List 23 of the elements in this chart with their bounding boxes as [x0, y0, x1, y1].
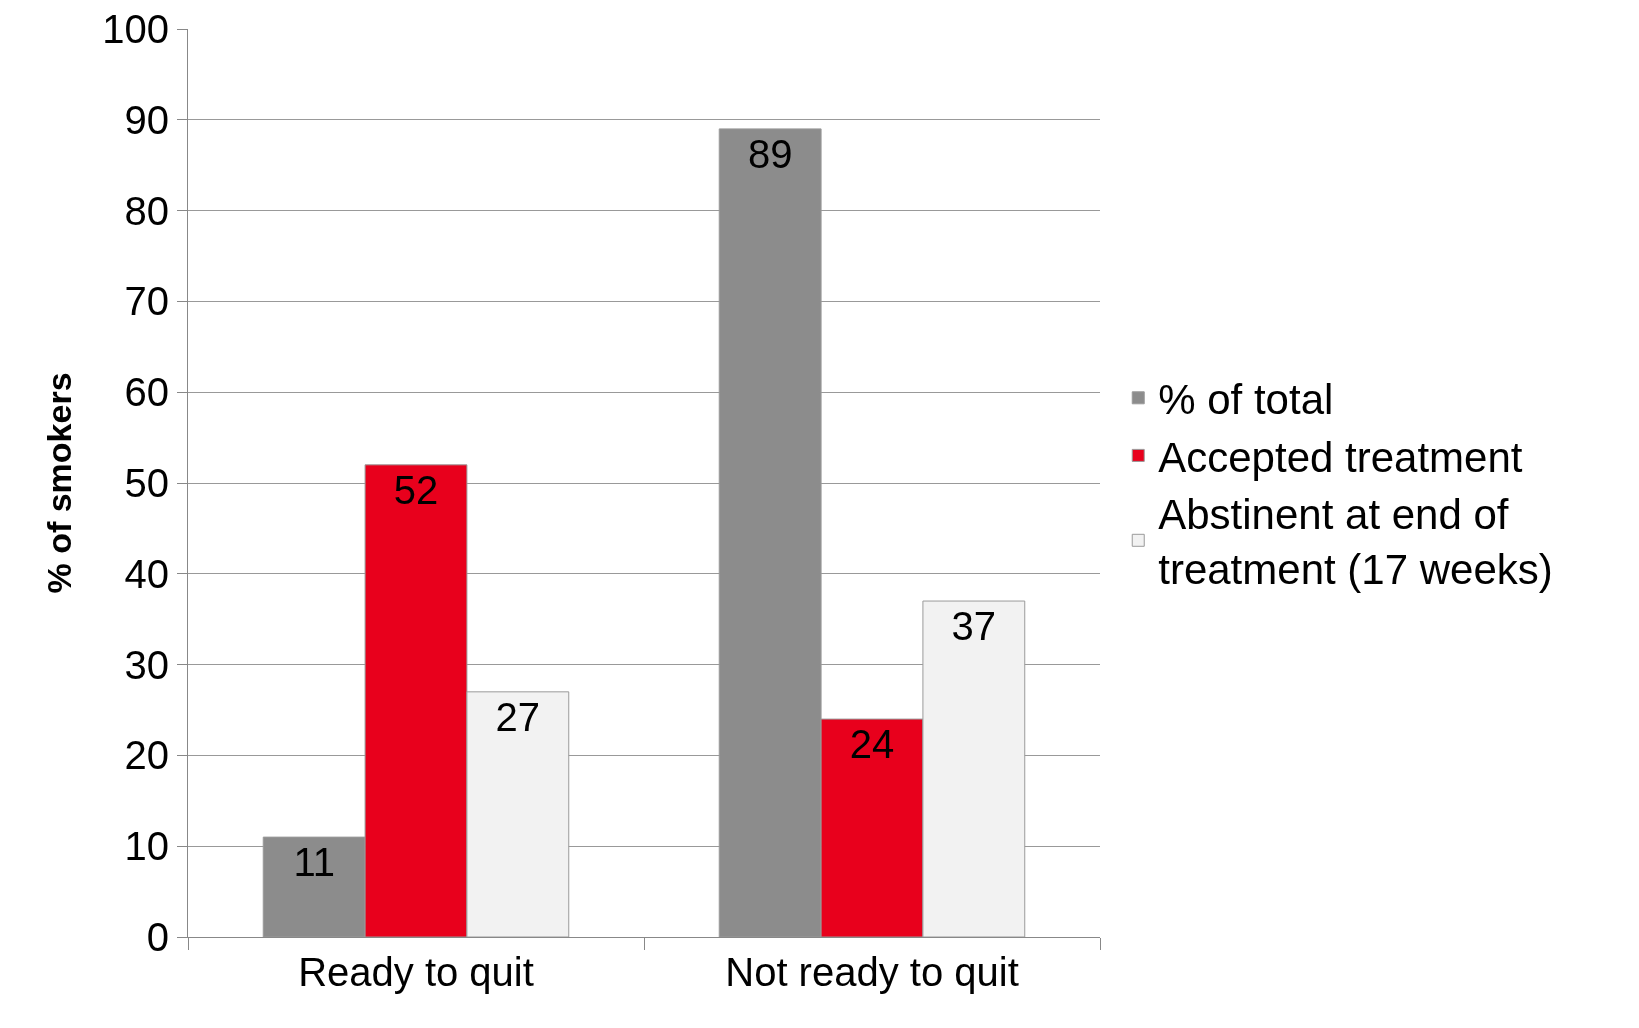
data-label: 27: [495, 694, 541, 739]
x-tick-label: Ready to quit: [298, 950, 534, 994]
data-label: 24: [849, 722, 895, 767]
y-tick-label: 80: [124, 188, 169, 233]
y-tick-label: 20: [124, 733, 169, 778]
y-tick-label: 10: [124, 824, 169, 869]
y-tick-label: 30: [124, 642, 169, 687]
y-tick-label: 0: [146, 915, 169, 959]
y-tick-label: 100: [102, 7, 169, 51]
y-axis-title: % of smokers: [39, 372, 78, 594]
y-tick-label: 40: [124, 551, 169, 596]
y-tick-label: 90: [124, 97, 169, 142]
x-tick-label: Not ready to quit: [725, 950, 1019, 994]
data-label: 11: [293, 840, 335, 885]
legend-label: % of total: [1158, 376, 1334, 424]
legend-label: Accepted treatment: [1158, 433, 1523, 481]
y-tick-label: 70: [124, 279, 169, 324]
data-label: 37: [951, 604, 997, 649]
legend-label: Abstinent at end of treatment (17 weeks): [1158, 491, 1553, 593]
data-label: 89: [747, 131, 793, 176]
y-tick-label: 50: [124, 461, 169, 505]
y-tick-label: 60: [124, 370, 169, 415]
data-label: 52: [393, 467, 439, 512]
